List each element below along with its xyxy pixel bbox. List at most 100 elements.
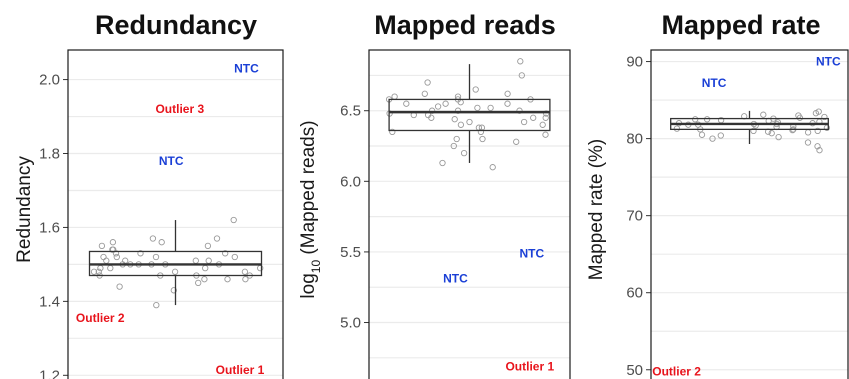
y-tick-label: 70 bbox=[626, 208, 643, 225]
data-point bbox=[821, 113, 828, 121]
data-point bbox=[442, 100, 449, 107]
data-point bbox=[195, 279, 202, 287]
data-point bbox=[98, 242, 106, 250]
y-tick-label: 80 bbox=[626, 131, 643, 148]
data-point bbox=[472, 86, 479, 93]
data-point bbox=[479, 135, 486, 143]
annotation-ntc: NTC bbox=[159, 154, 184, 168]
data-point bbox=[454, 107, 462, 114]
panel-border bbox=[67, 49, 284, 379]
data-point bbox=[241, 268, 249, 275]
y-axis-label: Redundancy bbox=[14, 156, 35, 263]
data-point bbox=[230, 216, 237, 224]
y-axis-label-text: Redundancy bbox=[14, 156, 35, 263]
annotation-ntc: NTC bbox=[234, 61, 259, 75]
data-point bbox=[692, 116, 699, 123]
y-tick-label: 1.4 bbox=[39, 293, 60, 310]
data-point bbox=[434, 103, 442, 110]
data-point bbox=[709, 135, 716, 142]
data-point bbox=[171, 268, 179, 275]
data-point bbox=[474, 104, 481, 112]
data-point bbox=[90, 268, 98, 275]
y-tick-label: 90 bbox=[626, 54, 643, 71]
y-tick-label: 5.5 bbox=[340, 244, 361, 261]
data-point bbox=[242, 276, 249, 283]
y-tick-label: 1.6 bbox=[39, 219, 60, 236]
data-point bbox=[202, 264, 209, 272]
data-point bbox=[487, 104, 494, 112]
data-point bbox=[542, 114, 549, 121]
data-point bbox=[428, 114, 435, 121]
data-point bbox=[103, 257, 110, 264]
panel-2: Mapped reads 5.0 5.5 6.0 6.5 log10 (Mapped re… bbox=[298, 10, 571, 379]
data-point bbox=[152, 253, 160, 261]
data-point bbox=[775, 133, 782, 141]
data-point bbox=[116, 283, 123, 290]
data-point bbox=[137, 250, 144, 257]
data-point bbox=[520, 118, 528, 126]
data-point bbox=[224, 276, 231, 283]
y-tick-label: 2.0 bbox=[39, 72, 60, 89]
data-point bbox=[466, 118, 473, 126]
y-tick-label: 6.0 bbox=[340, 173, 361, 190]
data-point bbox=[170, 287, 177, 294]
data-point bbox=[477, 128, 485, 136]
data-point bbox=[804, 139, 812, 146]
data-point bbox=[489, 164, 496, 171]
data-point bbox=[796, 114, 804, 121]
data-point bbox=[421, 90, 428, 97]
y-tick-label: 6.5 bbox=[340, 103, 361, 120]
data-point bbox=[109, 239, 117, 246]
data-point bbox=[750, 127, 757, 135]
data-point bbox=[457, 121, 465, 128]
y-tick-label: 60 bbox=[626, 285, 643, 302]
data-point bbox=[451, 116, 458, 123]
annotation-ntc: NTC bbox=[816, 55, 841, 69]
y-axis-label: Mapped rate (%) bbox=[586, 139, 607, 281]
data-point bbox=[516, 107, 523, 114]
data-point bbox=[816, 147, 823, 154]
data-point bbox=[460, 149, 468, 157]
data-point bbox=[814, 127, 821, 135]
data-point bbox=[814, 143, 821, 150]
data-point bbox=[760, 111, 767, 118]
panel-title: Mapped rate bbox=[661, 10, 820, 40]
data-point bbox=[703, 116, 711, 123]
y-axis-label-text: Mapped rate (%) bbox=[586, 139, 607, 281]
annotation-outlier: Outlier 1 bbox=[505, 359, 554, 373]
panel-border bbox=[368, 49, 571, 379]
data-point bbox=[698, 131, 706, 138]
data-point bbox=[391, 93, 398, 100]
data-point bbox=[107, 264, 114, 272]
data-point bbox=[513, 138, 520, 145]
data-point bbox=[450, 142, 457, 150]
y-axis-label-subscript: 10 bbox=[309, 260, 323, 274]
annotation-ntc: NTC bbox=[443, 272, 468, 286]
data-point bbox=[403, 100, 410, 107]
data-point bbox=[539, 121, 546, 128]
data-point bbox=[517, 58, 524, 65]
data-point bbox=[815, 108, 822, 115]
data-point bbox=[789, 126, 796, 134]
data-point bbox=[543, 110, 550, 117]
y-tick-label: 5.0 bbox=[340, 315, 361, 332]
panel-title: Mapped reads bbox=[374, 10, 556, 40]
data-point bbox=[439, 159, 446, 167]
data-point bbox=[110, 246, 117, 253]
data-point bbox=[192, 257, 199, 264]
data-point bbox=[113, 253, 120, 261]
annotation-outlier: Outlier 2 bbox=[76, 311, 125, 325]
data-point bbox=[231, 253, 238, 261]
y-axis-label-text: log bbox=[298, 273, 319, 298]
data-point bbox=[424, 79, 431, 86]
data-point bbox=[530, 114, 537, 121]
y-axis-label-tail: (Mapped reads) bbox=[298, 120, 319, 259]
data-point bbox=[504, 90, 511, 97]
annotation-outlier: Outlier 1 bbox=[216, 363, 265, 377]
data-point bbox=[213, 235, 221, 242]
data-point bbox=[504, 100, 511, 107]
data-point bbox=[158, 239, 165, 246]
y-axis-label: log10 (Mapped reads) bbox=[298, 120, 323, 298]
data-point bbox=[428, 107, 436, 114]
